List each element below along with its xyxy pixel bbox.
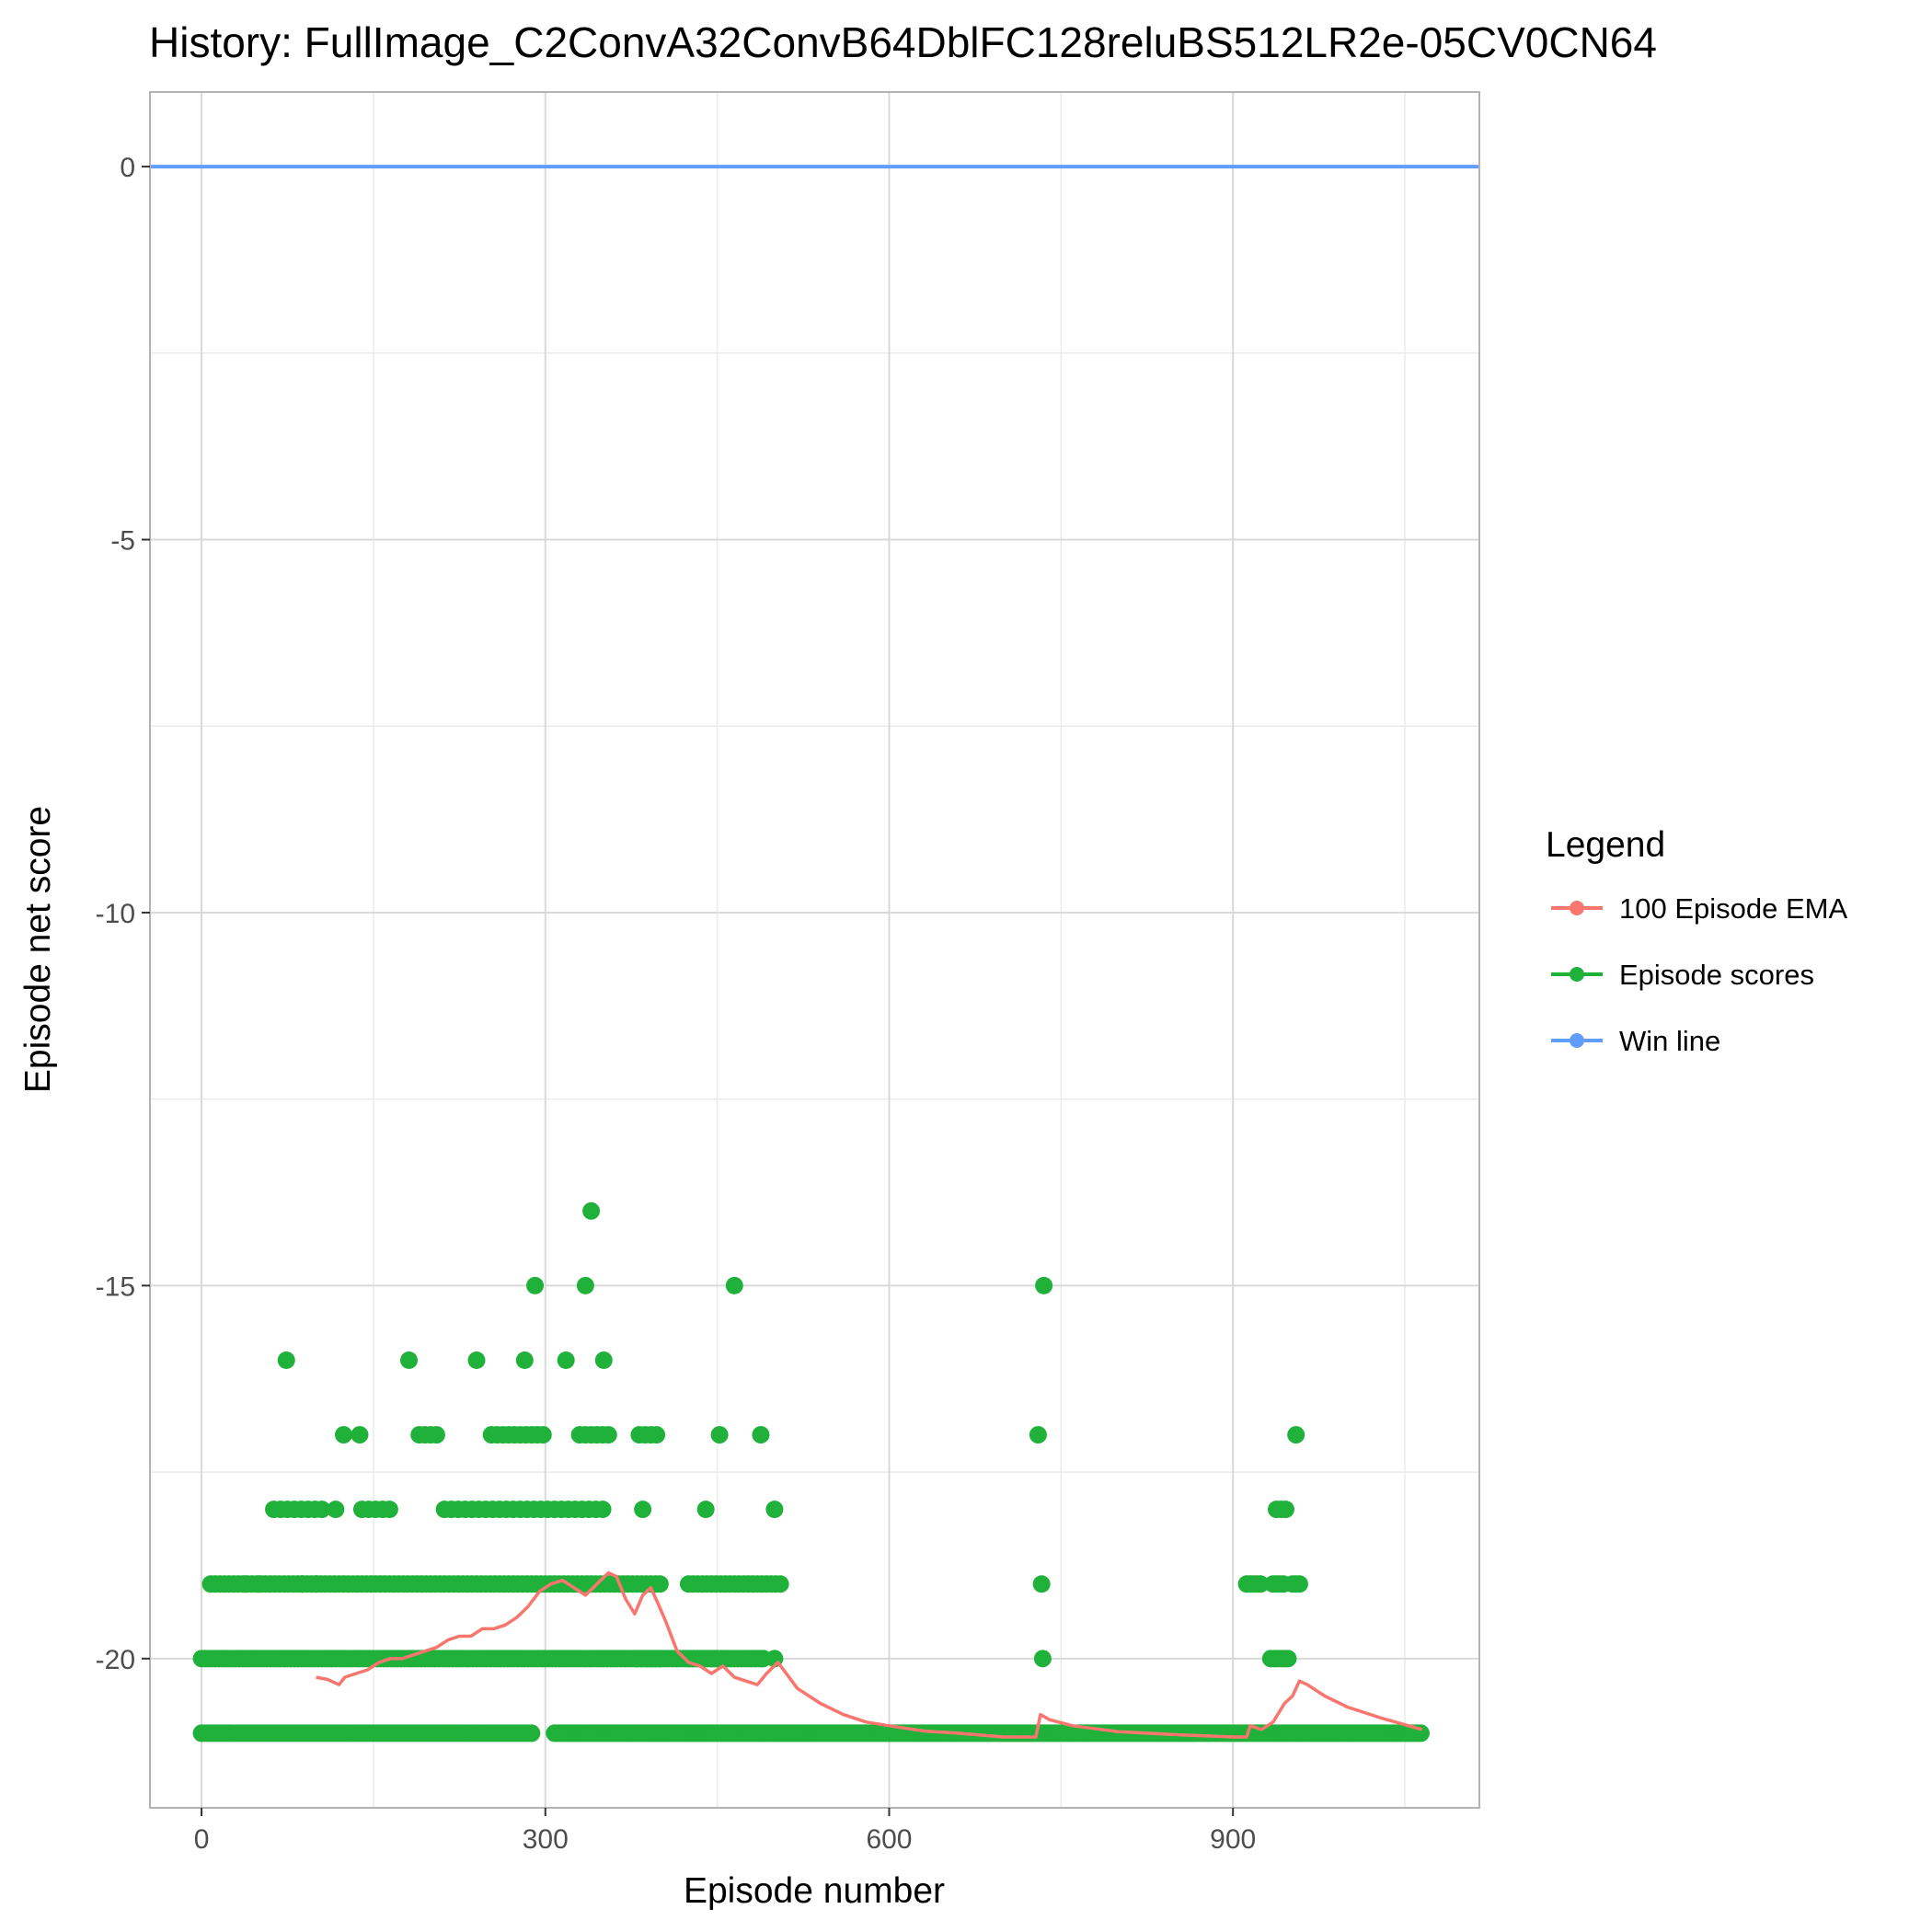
episode-score-point xyxy=(593,1501,612,1519)
x-tick-label: 300 xyxy=(523,1824,569,1855)
y-axis: 0 -5 -10 -15 -20 xyxy=(96,153,150,1675)
y-tick-label: -15 xyxy=(96,1271,135,1302)
episode-score-point xyxy=(725,1276,743,1294)
chart-title: History: FullImage_C2ConvA32ConvB64DblFC… xyxy=(149,18,1657,66)
y-tick-label: -20 xyxy=(96,1645,135,1675)
episode-score-point xyxy=(594,1351,613,1369)
episode-score-point xyxy=(293,1575,312,1593)
episode-score-point xyxy=(526,1276,545,1294)
legend-key-ema-point xyxy=(1570,901,1584,915)
episode-score-point xyxy=(576,1276,594,1294)
episode-score-point xyxy=(582,1202,601,1220)
episode-score-point xyxy=(427,1426,445,1444)
ema-layer xyxy=(316,1570,1423,1739)
episode-score-point xyxy=(634,1501,652,1519)
legend-entry-ema: 100 Episode EMA xyxy=(1551,892,1847,925)
episode-score-point xyxy=(523,1724,541,1742)
episode-score-point xyxy=(307,1575,326,1593)
episode-score-point xyxy=(467,1351,486,1369)
episode-score-point xyxy=(380,1501,398,1519)
episode-score-point xyxy=(765,1501,784,1519)
y-tick-label: 0 xyxy=(120,153,135,183)
legend: Legend 100 Episode EMA Episode scores Wi… xyxy=(1546,825,1847,1057)
episode-score-point xyxy=(236,1575,254,1593)
plot-panel xyxy=(150,92,1479,1808)
episode-score-point xyxy=(351,1426,369,1444)
y-axis-title: Episode net score xyxy=(18,806,58,1093)
episode-score-point xyxy=(1290,1575,1308,1593)
episode-score-point xyxy=(534,1426,552,1444)
grid-minor xyxy=(150,92,1479,1808)
episode-score-point xyxy=(650,1575,669,1593)
episode-score-point xyxy=(752,1426,770,1444)
episode-score-point xyxy=(710,1426,729,1444)
episode-score-point xyxy=(599,1426,617,1444)
x-axis: 0 300 600 900 xyxy=(194,1808,1256,1855)
episode-score-point xyxy=(1032,1575,1051,1593)
grid-major xyxy=(150,92,1479,1808)
episode-score-point xyxy=(648,1426,666,1444)
y-tick-label: -5 xyxy=(110,526,135,557)
episode-score-point xyxy=(1033,1650,1052,1668)
x-tick-label: 0 xyxy=(194,1824,210,1855)
x-tick-label: 600 xyxy=(866,1824,912,1855)
episode-score-point xyxy=(249,1575,268,1593)
episode-score-point xyxy=(313,1501,331,1519)
y-tick-label: -10 xyxy=(96,899,135,929)
legend-entry-win-line: Win line xyxy=(1551,1025,1720,1057)
legend-entry-scores: Episode scores xyxy=(1551,959,1814,991)
episode-score-point xyxy=(400,1351,419,1369)
legend-key-win-point xyxy=(1570,1033,1584,1048)
episode-score-point xyxy=(707,1650,725,1668)
ema-line xyxy=(316,1570,1423,1739)
episode-score-point xyxy=(696,1501,715,1519)
episode-score-point xyxy=(557,1351,575,1369)
episode-score-point xyxy=(515,1351,534,1369)
episode-score-point xyxy=(1251,1575,1270,1593)
episode-score-point xyxy=(1279,1650,1297,1668)
episode-score-point xyxy=(1287,1426,1305,1444)
episode-scores-layer xyxy=(192,1202,1430,1742)
x-tick-label: 900 xyxy=(1210,1824,1256,1855)
episode-score-point xyxy=(650,1650,669,1668)
episode-score-point xyxy=(327,1501,345,1519)
episode-score-point xyxy=(335,1426,353,1444)
episode-score-point xyxy=(1276,1501,1294,1519)
legend-label-scores: Episode scores xyxy=(1619,959,1814,991)
episode-score-point xyxy=(771,1575,789,1593)
episode-score-point xyxy=(1029,1426,1047,1444)
legend-label-win-line: Win line xyxy=(1619,1025,1720,1057)
episode-score-point xyxy=(277,1351,295,1369)
x-axis-title: Episode number xyxy=(684,1871,945,1911)
legend-title: Legend xyxy=(1546,825,1665,865)
legend-key-scores-point xyxy=(1570,967,1584,982)
plot-border xyxy=(149,91,1480,1809)
episode-score-point xyxy=(1035,1276,1053,1294)
legend-label-ema: 100 Episode EMA xyxy=(1619,892,1847,925)
